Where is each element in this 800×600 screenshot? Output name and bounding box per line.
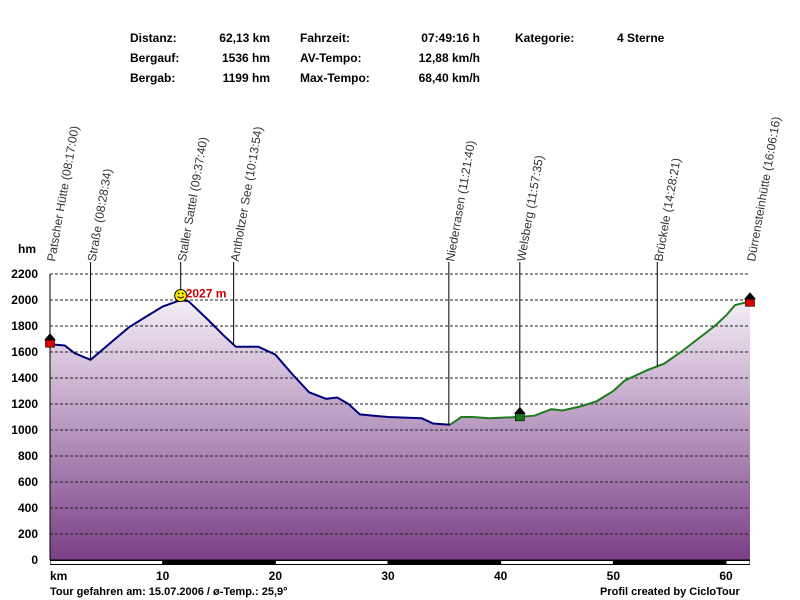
house-roof — [513, 406, 526, 414]
xtick-label: 50 — [607, 569, 621, 583]
y-axis-label: hm — [18, 242, 36, 256]
stat-label-distanz: Distanz: — [130, 31, 177, 45]
ytick-label: 1800 — [11, 319, 38, 333]
smiley-face — [174, 288, 188, 302]
waypoint-label: Niederrasen (11:21:40) — [443, 139, 478, 262]
start-marker-icon — [44, 333, 56, 348]
waypoint-label: Welsberg (11:57:35) — [514, 154, 546, 262]
end-marker-icon — [744, 292, 756, 307]
stat-value-max-tempo: 68,40 km/h — [418, 71, 480, 85]
xtick-label: 20 — [269, 569, 283, 583]
waypoint-marker-icon — [513, 406, 526, 422]
x-axis-bar-segment — [726, 561, 750, 564]
house-roof — [744, 292, 756, 300]
smiley-mouth — [177, 296, 185, 299]
xtick-label: 10 — [156, 569, 170, 583]
stat-label-bergab: Bergab: — [130, 71, 176, 85]
stat-value-kategorie: 4 Sterne — [617, 31, 665, 45]
ytick-label: 600 — [18, 475, 38, 489]
x-axis-label: km — [50, 569, 67, 583]
waypoint-label: Straße (08:28:34) — [85, 167, 115, 262]
ytick-label: 400 — [18, 501, 38, 515]
max-elevation-label: 2027 m — [186, 286, 227, 300]
ytick-label: 800 — [18, 449, 38, 463]
stat-label-fahrzeit: Fahrzeit: — [300, 31, 351, 45]
waypoint-label: Antholtzer See (10:13:54) — [228, 125, 266, 262]
stat-label-bergauf: Bergauf: — [130, 51, 180, 65]
waypoint-label: Staller Sattel (09:37:40) — [175, 136, 211, 263]
stat-value-bergauf: 1536 hm — [221, 51, 270, 65]
ytick-label: 200 — [18, 527, 38, 541]
stat-label-av-tempo: AV-Tempo: — [300, 51, 362, 65]
ytick-label: 2200 — [11, 267, 38, 281]
stat-value-av-tempo: 12,88 km/h — [418, 51, 480, 65]
smiley-eye-right — [181, 292, 184, 295]
smiley-icon — [174, 288, 188, 302]
ytick-label: 1000 — [11, 423, 38, 437]
ytick-label: 0 — [31, 553, 38, 567]
ytick-label: 1600 — [11, 345, 38, 359]
xtick-label: 40 — [494, 569, 508, 583]
x-axis-bar-segment — [50, 561, 163, 564]
xtick-label: 30 — [381, 569, 395, 583]
stat-label-max-tempo: Max-Tempo: — [300, 71, 370, 85]
stat-value-bergab: 1199 hm — [222, 71, 270, 85]
stat-value-fahrzeit: 07:49:16 h — [421, 31, 480, 45]
waypoint-label: Patscher Hütte (08:17:00) — [44, 125, 82, 263]
x-axis-bar — [50, 560, 750, 565]
x-axis-bar-segment — [275, 561, 388, 564]
ytick-label: 2000 — [11, 293, 38, 307]
stat-value-distanz: 62,13 km — [219, 31, 270, 45]
smiley-eye-left — [177, 292, 180, 295]
house-body — [515, 413, 525, 422]
profile-line — [49, 298, 451, 426]
profile-line-green — [449, 300, 751, 426]
ytick-label: 1200 — [11, 397, 38, 411]
waypoint-label: Brückele (14:28:21) — [651, 157, 683, 263]
waypoint-label: Dürrensteinhütte (16:06:16) — [744, 116, 783, 263]
xtick-label: 60 — [719, 569, 733, 583]
house-roof — [44, 333, 56, 341]
house-body — [45, 339, 55, 348]
credit-footer: Profil created by CicloTour — [600, 586, 740, 598]
house-body — [745, 298, 755, 307]
x-axis-bar-segment — [501, 561, 613, 564]
stat-label-kategorie: Kategorie: — [515, 31, 575, 45]
ytick-label: 1400 — [11, 371, 38, 385]
tour-date-footer: Tour gefahren am: 15.07.2006 / ø-Temp.: … — [50, 586, 288, 598]
